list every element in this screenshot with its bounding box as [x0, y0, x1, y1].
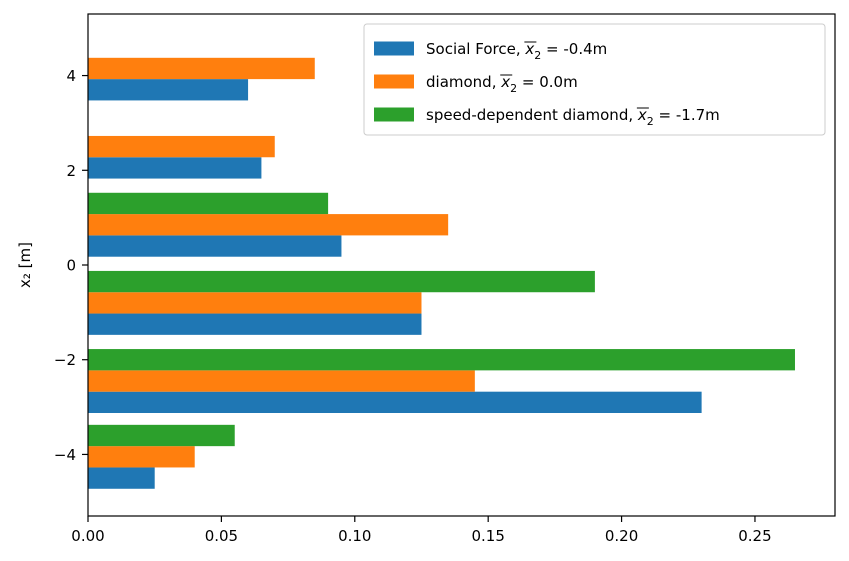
y-axis: −4 −2 0 2 4: [54, 67, 88, 464]
x-tick-label: 0.05: [205, 527, 238, 545]
legend-math-x: x: [500, 73, 510, 91]
bar-social-force-0: [88, 467, 155, 489]
bar-diamond-1: [88, 370, 475, 392]
bar-social-force-4: [88, 157, 262, 179]
bar-social-force-1: [88, 391, 702, 413]
legend-math-sub: 2: [510, 82, 517, 95]
bar-speed-dependent-diamond-3: [88, 192, 329, 215]
y-tick-label: 2: [66, 162, 76, 180]
legend-label-speed-dependent-diamond: speed-dependent diamond, x2 = -1.7m: [426, 106, 720, 128]
legend-math-sub: 2: [534, 49, 541, 62]
legend-swatch-social-force: [374, 41, 414, 56]
legend-mean-value: = -0.4m: [541, 40, 607, 58]
bar-speed-dependent-diamond-1: [88, 349, 795, 371]
x-tick-label: 0.15: [471, 527, 504, 545]
y-tick-label: 4: [66, 67, 76, 85]
bar-social-force-3: [88, 235, 342, 257]
y-tick-label: −2: [54, 351, 76, 369]
bar-social-force-2: [88, 313, 422, 335]
y-axis-label: x₂ [m]: [16, 242, 34, 288]
y-tick-label: −4: [54, 446, 76, 464]
bar-diamond-5: [88, 57, 315, 80]
x-tick-label: 0.10: [338, 527, 371, 545]
bar-diamond-0: [88, 446, 195, 468]
bar-diamond-3: [88, 214, 449, 236]
legend-swatch-speed-dependent-diamond: [374, 107, 414, 122]
legend-mean-value: = -1.7m: [654, 106, 720, 124]
bar-speed-dependent-diamond-0: [88, 424, 235, 447]
legend-math-x: x: [637, 106, 647, 124]
legend-math-sub: 2: [647, 115, 654, 128]
x-axis: 0.00 0.05 0.10 0.15 0.20 0.25: [71, 516, 772, 545]
legend-swatch-diamond: [374, 74, 414, 89]
bar-speed-dependent-diamond-2: [88, 270, 595, 293]
x-tick-label: 0.00: [71, 527, 104, 545]
bar-diamond-2: [88, 292, 422, 314]
y-tick-label: 0: [66, 257, 76, 275]
x-tick-label: 0.20: [605, 527, 638, 545]
legend-label-diamond: diamond, x2 = 0.0m: [426, 73, 578, 95]
legend-series-name: speed-dependent diamond,: [426, 106, 638, 124]
bars-layer: [88, 57, 795, 489]
legend-mean-value: = 0.0m: [517, 73, 578, 91]
legend-math-x: x: [524, 40, 534, 58]
legend-label-social-force: Social Force, x2 = -0.4m: [426, 40, 607, 62]
legend-series-name: Social Force,: [426, 40, 525, 58]
legend-box: [363, 23, 826, 136]
x-tick-label: 0.25: [738, 527, 771, 545]
legend-series-name: diamond,: [426, 73, 501, 91]
bar-diamond-4: [88, 135, 275, 158]
bar-social-force-5: [88, 79, 249, 101]
